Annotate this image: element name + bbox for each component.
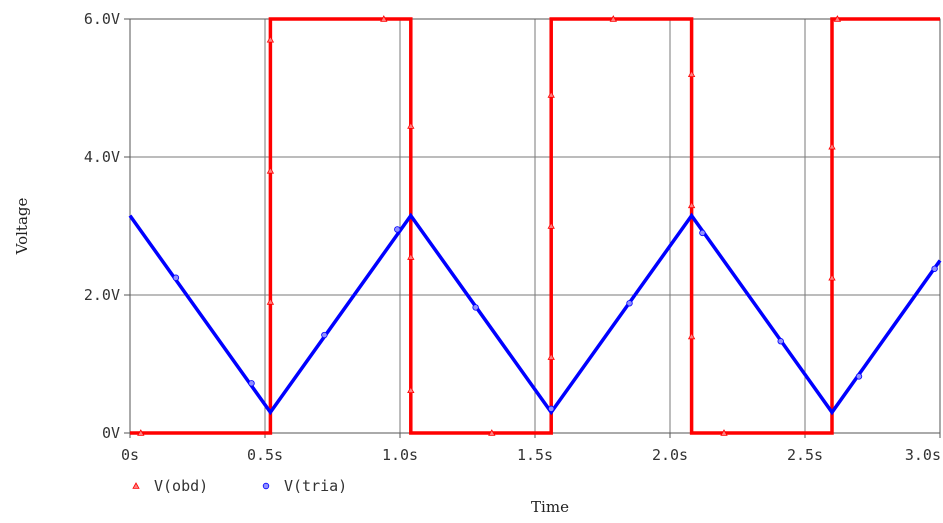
data-point-obd [833, 15, 842, 22]
y-tick-label: 4.0V [84, 148, 120, 166]
markers-layer [137, 15, 938, 436]
data-point-obd [266, 298, 275, 305]
legend-marker-tria [262, 482, 270, 490]
y-tick-label: 0V [102, 424, 120, 442]
x-tick-label: 0.5s [247, 446, 283, 464]
data-point-tria [699, 229, 706, 237]
legend: V(obd) V(tria) [132, 477, 347, 495]
data-point-obd [828, 273, 836, 281]
data-point-tria [248, 380, 255, 387]
x-tick-label: 3.0s [905, 446, 941, 464]
legend-label: V(obd) [154, 477, 208, 495]
x-axis-title: Time [531, 498, 569, 516]
data-point-obd [687, 70, 696, 77]
data-point-obd [547, 222, 555, 229]
data-point-tria [855, 373, 863, 380]
legend-label: V(tria) [284, 477, 347, 495]
data-point-tria [472, 304, 479, 311]
y-axis-title: Voltage [13, 198, 31, 256]
data-point-obd [407, 122, 415, 129]
x-tick-label: 2.0s [652, 446, 688, 464]
data-point-obd [547, 91, 555, 98]
y-axis-ticks: 0V 2.0V 4.0V 6.0V [84, 10, 130, 442]
data-point-tria [394, 226, 401, 233]
data-point-obd [547, 353, 555, 360]
data-point-tria [321, 331, 328, 339]
data-point-obd [687, 201, 696, 209]
data-point-obd [407, 253, 415, 260]
y-tick-label: 2.0V [84, 286, 120, 304]
data-point-tria [777, 338, 784, 345]
x-tick-label: 1.0s [382, 446, 418, 464]
data-point-obd [828, 142, 836, 150]
series-line-v-tria [128, 212, 942, 416]
x-tick-label: 1.5s [517, 446, 553, 464]
data-point-obd [266, 35, 275, 43]
x-tick-label: 2.5s [787, 446, 823, 464]
legend-marker-obd [132, 482, 140, 489]
data-point-obd [266, 166, 275, 174]
data-point-obd [687, 332, 696, 340]
data-point-obd [380, 15, 388, 22]
data-point-tria [548, 405, 555, 413]
data-point-tria [172, 274, 180, 281]
x-tick-label: 0s [121, 446, 139, 464]
data-point-tria [931, 265, 938, 272]
data-point-obd [609, 15, 617, 22]
data-point-obd [488, 429, 496, 436]
data-point-obd [720, 429, 728, 436]
grid-lines [129, 18, 941, 434]
y-tick-label: 6.0V [84, 10, 120, 28]
data-point-tria [626, 300, 633, 307]
data-point-obd [137, 429, 145, 436]
data-point-obd [407, 386, 415, 394]
x-axis-ticks: 0s 0.5s 1.0s 1.5s 2.0s 2.5s 3.0s [121, 433, 941, 464]
